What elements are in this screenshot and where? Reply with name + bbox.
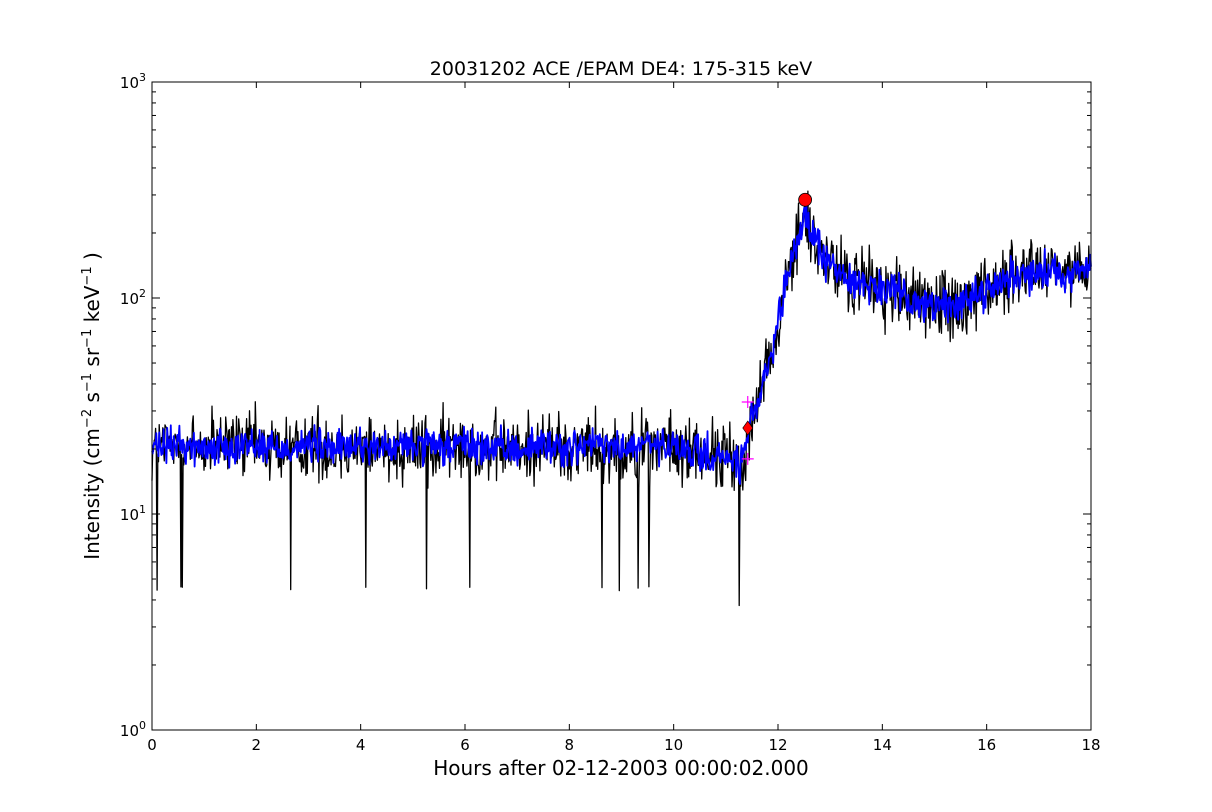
marker-layer [741, 192, 813, 465]
y-label-sup-4: −1 [80, 266, 95, 285]
x-tick-label: 16 [977, 736, 996, 754]
y-label-mid-3: keV [80, 285, 104, 329]
x-tick-label: 2 [252, 736, 262, 754]
marker-onset-lower [741, 452, 754, 465]
marker-peak [798, 192, 813, 207]
y-axis-label: Intensity (cm−2 s−1 sr−1 keV−1 ) [80, 252, 104, 560]
y-label-sup-3: −1 [80, 329, 95, 348]
y-tick-label: 100 [120, 719, 146, 740]
x-tick-label: 0 [147, 736, 157, 754]
y-tick-label: 101 [120, 503, 146, 524]
y-label-mid-2: sr [80, 347, 104, 373]
series-line-smoothed [151, 203, 1092, 485]
plot-frame [151, 81, 1092, 731]
series-layer [151, 190, 1092, 607]
y-label-mid-1: s [80, 392, 104, 409]
y-label-sup-2: −1 [80, 373, 95, 392]
x-tick-label: 4 [356, 736, 366, 754]
x-tick-label: 6 [460, 736, 470, 754]
x-tick-label: 8 [565, 736, 575, 754]
y-label-sup-1: −2 [80, 409, 95, 428]
y-label-prefix: Intensity (cm [80, 428, 104, 560]
x-tick-label: 12 [768, 736, 787, 754]
x-tick-label: 10 [664, 736, 683, 754]
x-axis-label: Hours after 02-12-2003 00:00:02.000 [433, 756, 809, 780]
y-tick-label: 102 [120, 287, 146, 308]
marker-onset-upper [741, 396, 754, 409]
x-tick-label: 18 [1081, 736, 1100, 754]
chart-title: 20031202 ACE /EPAM DE4: 175-315 keV [430, 58, 812, 80]
x-tick-label: 14 [873, 736, 892, 754]
marker-onset [742, 420, 754, 436]
y-tick-label: 103 [120, 71, 146, 92]
y-label-suffix: ) [80, 252, 104, 266]
